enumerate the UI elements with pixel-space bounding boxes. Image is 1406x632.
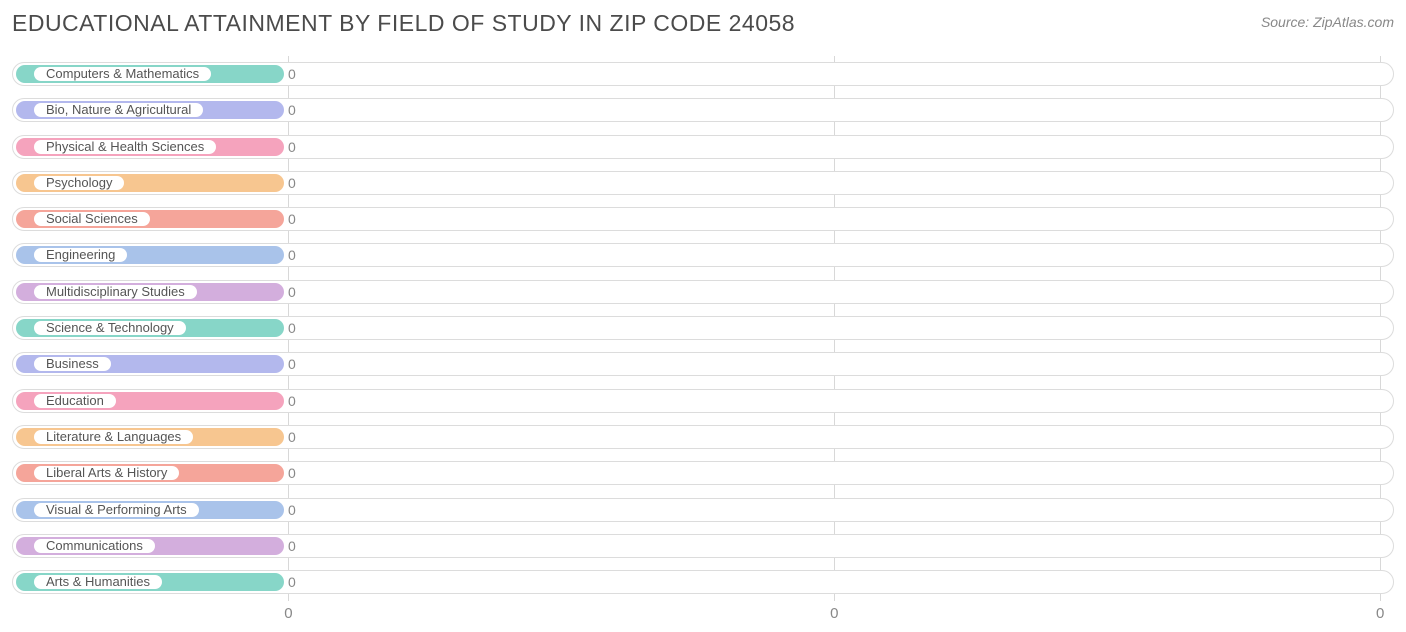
bar-label: Business (34, 357, 111, 371)
x-tick-label: 0 (830, 605, 838, 622)
chart-row: Multidisciplinary Studies 0 (12, 274, 1394, 310)
bar-label: Multidisciplinary Studies (34, 285, 197, 299)
chart-row: Science & Technology 0 (12, 310, 1394, 346)
chart-row: Visual & Performing Arts 0 (12, 492, 1394, 528)
bar-value: 0 (288, 246, 296, 264)
bar-label: Physical & Health Sciences (34, 140, 216, 154)
bar-label: Psychology (34, 176, 124, 190)
bar-label: Visual & Performing Arts (34, 503, 199, 517)
bar-label: Literature & Languages (34, 430, 193, 444)
x-axis: 0 0 0 (12, 605, 1394, 629)
bar-value: 0 (288, 283, 296, 301)
bar-value: 0 (288, 464, 296, 482)
chart-row: Engineering 0 (12, 237, 1394, 273)
bar-value: 0 (288, 319, 296, 337)
bar-value: 0 (288, 392, 296, 410)
bar-value: 0 (288, 355, 296, 373)
bar-label: Communications (34, 539, 155, 553)
chart-row: Arts & Humanities 0 (12, 564, 1394, 600)
chart-row: Liberal Arts & History 0 (12, 455, 1394, 491)
bar-label: Social Sciences (34, 212, 150, 226)
chart-row: Communications 0 (12, 528, 1394, 564)
bar-label: Education (34, 394, 116, 408)
x-tick-label: 0 (1376, 605, 1384, 622)
bar-label: Liberal Arts & History (34, 466, 179, 480)
chart-row: Social Sciences 0 (12, 201, 1394, 237)
chart-row: Literature & Languages 0 (12, 419, 1394, 455)
bar-value: 0 (288, 101, 296, 119)
bar-value: 0 (288, 138, 296, 156)
bar-value: 0 (288, 573, 296, 591)
chart-header: EDUCATIONAL ATTAINMENT BY FIELD OF STUDY… (12, 10, 1394, 50)
chart-row: Computers & Mathematics 0 (12, 56, 1394, 92)
bar-value: 0 (288, 501, 296, 519)
chart-row: Education 0 (12, 383, 1394, 419)
chart-row: Psychology 0 (12, 165, 1394, 201)
chart-row: Physical & Health Sciences 0 (12, 129, 1394, 165)
bar-label: Arts & Humanities (34, 575, 162, 589)
chart-source: Source: ZipAtlas.com (1261, 10, 1394, 30)
bar-label: Science & Technology (34, 321, 186, 335)
bar-label: Bio, Nature & Agricultural (34, 103, 203, 117)
chart-row: Business 0 (12, 346, 1394, 382)
bar-label: Engineering (34, 248, 127, 262)
bar-value: 0 (288, 428, 296, 446)
bar-label: Computers & Mathematics (34, 67, 211, 81)
bar-value: 0 (288, 174, 296, 192)
chart-area: Computers & Mathematics0Bio, Nature & Ag… (12, 56, 1394, 601)
chart-title: EDUCATIONAL ATTAINMENT BY FIELD OF STUDY… (12, 10, 795, 37)
x-tick-label: 0 (284, 605, 292, 622)
bar-value: 0 (288, 65, 296, 83)
bar-value: 0 (288, 210, 296, 228)
bar-value: 0 (288, 537, 296, 555)
chart-row: Bio, Nature & Agricultural 0 (12, 92, 1394, 128)
